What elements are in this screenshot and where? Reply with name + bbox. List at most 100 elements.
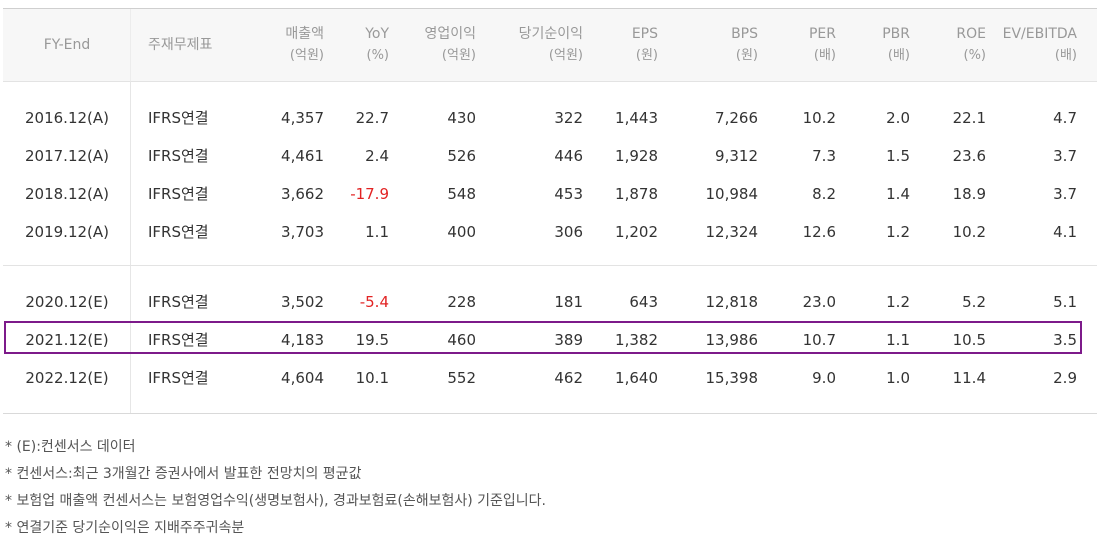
header-unit: (원) — [635, 48, 658, 63]
cell-revenue: 3,662 — [281, 185, 324, 203]
cell-net-income: 389 — [554, 331, 583, 349]
cell-revenue: 4,604 — [281, 369, 324, 387]
cell-bps: 12,324 — [705, 223, 759, 241]
header-unit: (%) — [963, 48, 987, 63]
header-ev-ebitda: EV/EBITDA (배) — [993, 23, 1077, 67]
cell-main-statement: IFRS연결 — [148, 185, 209, 203]
cell-pbr: 1.2 — [886, 293, 910, 311]
header-unit: (%) — [366, 48, 390, 63]
cell-eps: 1,443 — [615, 109, 658, 127]
header-label: FY-End — [43, 37, 91, 53]
header-yoy: YoY (%) — [333, 23, 389, 67]
cell-eps: 1,382 — [615, 331, 658, 349]
cell-revenue: 3,502 — [281, 293, 324, 311]
cell-operating-profit: 526 — [447, 147, 476, 165]
column-divider — [130, 81, 131, 413]
cell-per: 8.2 — [812, 185, 836, 203]
cell-yoy: 1.1 — [365, 223, 389, 241]
header-unit: (억원) — [548, 48, 583, 63]
cell-fy-end: 2020.12(E) — [25, 293, 109, 311]
header-fy-end: FY-End — [3, 34, 131, 56]
cell-main-statement: IFRS연결 — [148, 109, 209, 127]
cell-ev-ebitda: 3.7 — [1053, 147, 1077, 165]
cell-ev-ebitda: 2.9 — [1053, 369, 1077, 387]
header-label: PER — [808, 26, 836, 42]
header-label: 당기순이익 — [518, 26, 583, 42]
header-pbr: PBR (배) — [843, 23, 910, 67]
cell-operating-profit: 552 — [447, 369, 476, 387]
cell-eps: 1,928 — [615, 147, 658, 165]
cell-bps: 15,398 — [705, 369, 759, 387]
cell-per: 23.0 — [802, 293, 836, 311]
cell-revenue: 4,357 — [281, 109, 324, 127]
header-net-income: 당기순이익 (억원) — [486, 23, 583, 67]
cell-pbr: 1.4 — [886, 185, 910, 203]
cell-main-statement: IFRS연결 — [148, 147, 209, 165]
cell-net-income: 446 — [554, 147, 583, 165]
cell-main-statement: IFRS연결 — [148, 331, 209, 349]
header-label: 영업이익 — [424, 26, 476, 42]
cell-eps: 1,202 — [615, 223, 658, 241]
header-unit: (배) — [887, 48, 910, 63]
cell-operating-profit: 460 — [447, 331, 476, 349]
financial-summary-table: FY-End 주재무제표 매출액 (억원) YoY (%) 영업이익 (억원) 당기순이익 (억원… — [3, 8, 1097, 414]
header-roe: ROE (%) — [918, 23, 986, 67]
cell-fy-end: 2018.12(A) — [25, 185, 109, 203]
cell-main-statement: IFRS연결 — [148, 293, 209, 311]
cell-yoy: -5.4 — [359, 293, 389, 311]
cell-operating-profit: 548 — [447, 185, 476, 203]
cell-ev-ebitda: 4.1 — [1053, 223, 1077, 241]
header-unit: (억원) — [289, 48, 324, 63]
cell-roe: 22.1 — [952, 109, 986, 127]
cell-pbr: 1.5 — [886, 147, 910, 165]
cell-roe: 10.2 — [952, 223, 986, 241]
cell-roe: 23.6 — [952, 147, 986, 165]
highlight-box — [4, 321, 1082, 354]
actual-estimate-separator — [3, 265, 1097, 266]
cell-net-income: 322 — [554, 109, 583, 127]
header-unit: (억원) — [441, 48, 476, 63]
header-label: PBR — [882, 26, 910, 42]
cell-net-income: 462 — [554, 369, 583, 387]
cell-operating-profit: 228 — [447, 293, 476, 311]
footnote: * 보험업 매출액 컨센서스는 보험영업수익(생명보험사), 경과보험료(손해보… — [5, 493, 547, 509]
cell-eps: 643 — [629, 293, 658, 311]
header-label: EPS — [631, 26, 658, 42]
cell-revenue: 4,183 — [281, 331, 324, 349]
cell-net-income: 306 — [554, 223, 583, 241]
cell-eps: 1,640 — [615, 369, 658, 387]
footnotes: * (E):컨센서스 데이터 * 컨센서스:최근 3개월간 증권사에서 발표한 … — [5, 434, 546, 542]
header-unit: (원) — [735, 48, 758, 63]
header-unit: (배) — [813, 48, 836, 63]
header-bps: BPS (원) — [668, 23, 758, 67]
header-label: 매출액 — [285, 26, 324, 42]
cell-bps: 9,312 — [715, 147, 758, 165]
header-eps: EPS (원) — [593, 23, 658, 67]
header-unit: (배) — [1054, 48, 1077, 63]
cell-bps: 10,984 — [705, 185, 759, 203]
cell-fy-end: 2022.12(E) — [25, 369, 109, 387]
header-main-statement: 주재무제표 — [148, 34, 258, 56]
header-revenue: 매출액 (억원) — [258, 23, 324, 67]
footnote: * 컨센서스:최근 3개월간 증권사에서 발표한 전망치의 평균값 — [5, 466, 362, 482]
cell-yoy: 19.5 — [355, 331, 389, 349]
cell-ev-ebitda: 3.7 — [1053, 185, 1077, 203]
cell-per: 10.2 — [802, 109, 836, 127]
header-label: ROE — [956, 26, 986, 42]
cell-pbr: 2.0 — [886, 109, 910, 127]
cell-ev-ebitda: 4.7 — [1053, 109, 1077, 127]
cell-ev-ebitda: 3.5 — [1053, 331, 1077, 349]
cell-bps: 12,818 — [705, 293, 759, 311]
header-operating-profit: 영업이익 (억원) — [398, 23, 476, 67]
cell-main-statement: IFRS연결 — [148, 369, 209, 387]
cell-revenue: 3,703 — [281, 223, 324, 241]
cell-eps: 1,878 — [615, 185, 658, 203]
cell-ev-ebitda: 5.1 — [1053, 293, 1077, 311]
cell-fy-end: 2017.12(A) — [25, 147, 109, 165]
cell-roe: 18.9 — [952, 185, 986, 203]
cell-fy-end: 2021.12(E) — [25, 331, 109, 349]
cell-pbr: 1.1 — [886, 331, 910, 349]
cell-fy-end: 2016.12(A) — [25, 109, 109, 127]
footnote: * (E):컨센서스 데이터 — [5, 439, 136, 455]
cell-net-income: 453 — [554, 185, 583, 203]
